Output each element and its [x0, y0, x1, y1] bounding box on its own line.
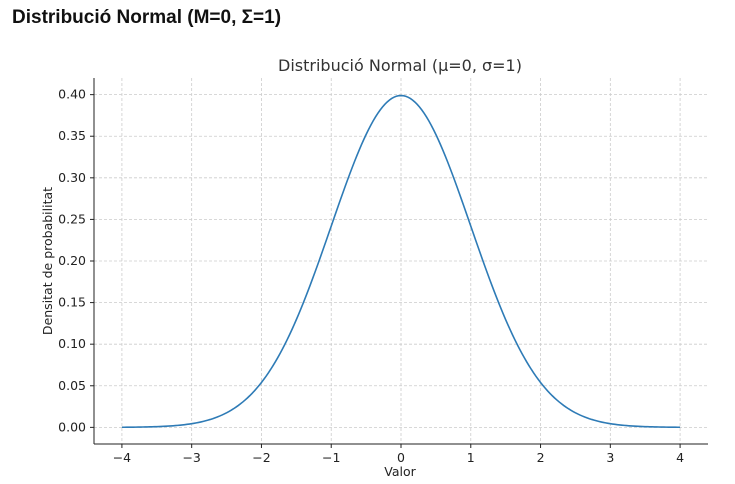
y-tick-label: 0.15	[58, 295, 86, 310]
y-tick-label: 0.20	[58, 253, 86, 268]
y-tick-label: 0.30	[58, 170, 86, 185]
x-axis-title: Valor	[384, 464, 416, 479]
y-tick-label: 0.25	[58, 211, 86, 226]
series-line	[121, 94, 681, 429]
y-axis-title: Densitat de probabilitat	[40, 187, 55, 335]
series-layer	[121, 94, 681, 429]
x-tick-label: −2	[252, 450, 270, 465]
x-tick-label: 3	[606, 450, 614, 465]
grid	[94, 78, 708, 444]
x-tick-label: 0	[397, 450, 405, 465]
y-tick-label: 0.40	[58, 87, 86, 102]
y-tick-label: 0.10	[58, 336, 86, 351]
x-tick-label: −1	[322, 450, 340, 465]
page-heading: Distribució Normal (M=0, Σ=1)	[12, 7, 282, 28]
y-tick-label: 0.00	[58, 419, 86, 434]
x-tick-label: −3	[182, 450, 200, 465]
y-tick-label: 0.35	[58, 128, 86, 143]
x-tick-label: 4	[676, 450, 684, 465]
x-tick-label: 1	[467, 450, 475, 465]
chart-title: Distribució Normal (μ=0, σ=1)	[278, 56, 522, 75]
x-tick-label: −4	[113, 450, 131, 465]
y-tick-label: 0.05	[58, 378, 86, 393]
ticks: −4 −3 −2 −1 0 1 2 3 4 0.00 0.05 0.10 0.15 0.20 0.25 0.3…	[58, 87, 684, 465]
x-tick-label: 2	[537, 450, 545, 465]
